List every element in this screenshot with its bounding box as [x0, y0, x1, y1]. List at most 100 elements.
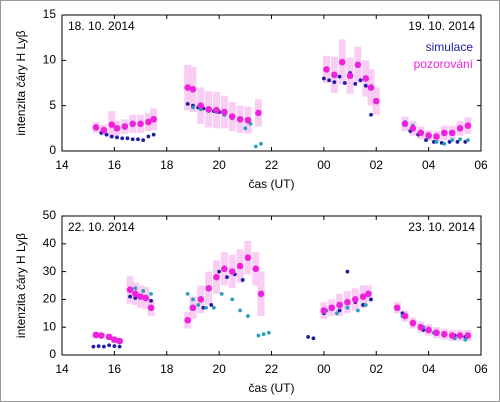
simulation-point	[259, 141, 263, 146]
simulation-point	[219, 291, 224, 296]
simulation-point	[211, 305, 216, 310]
simulation-point	[337, 308, 342, 313]
simulation-point	[321, 76, 326, 81]
observation-point	[425, 132, 432, 139]
simulation-point	[133, 286, 138, 291]
simulation-point	[332, 80, 337, 84]
observation-point	[448, 332, 456, 339]
observation-point	[108, 121, 116, 129]
observation-point	[111, 336, 118, 344]
simulation-point	[424, 138, 428, 143]
simulation-point	[149, 291, 153, 296]
observation-point	[359, 293, 367, 300]
observation-point	[184, 316, 191, 324]
simulation-point	[353, 82, 358, 86]
observation-point	[320, 307, 328, 314]
simulation-point	[345, 305, 350, 310]
observation-point	[244, 116, 252, 124]
simulation-point	[225, 275, 229, 280]
observation-point	[367, 84, 375, 91]
simulation-point	[107, 343, 112, 348]
observation-point	[456, 125, 464, 132]
simulation-point	[458, 137, 462, 142]
simulation-point	[342, 81, 347, 85]
observation-point	[197, 102, 205, 109]
observation-point	[433, 329, 440, 337]
observation-point	[252, 265, 260, 273]
annotation: 18. 10. 2014	[68, 19, 135, 33]
x-axis-label: čas (UT)	[249, 177, 295, 191]
observation-point	[132, 290, 139, 298]
simulation-point	[109, 134, 114, 139]
annotation: 23. 10. 2014	[408, 220, 475, 234]
simulation-point	[311, 336, 316, 341]
observation-point	[323, 66, 330, 73]
observation-point	[409, 125, 417, 132]
simulation-point	[431, 140, 436, 144]
observation-point	[362, 75, 370, 82]
observation-point	[401, 312, 409, 320]
x-axis-label: čas (UT)	[249, 381, 295, 395]
simulation-point	[463, 337, 468, 342]
simulation-point	[102, 344, 106, 349]
y-tick-label: 0	[49, 347, 56, 361]
observation-point	[244, 254, 252, 261]
simulation-point	[125, 136, 130, 141]
simulation-point	[450, 138, 455, 143]
observation-point	[344, 298, 351, 306]
legend-entry: pozorování	[414, 57, 474, 71]
x-tick-label: 22	[265, 362, 279, 376]
observation-point	[100, 126, 108, 134]
observation-point	[105, 333, 113, 341]
observation-point	[129, 120, 137, 128]
x-tick-label: 16	[108, 158, 122, 172]
simulation-point	[136, 137, 140, 142]
simulation-point	[455, 140, 460, 144]
observation-point	[197, 296, 205, 303]
observation-point	[189, 86, 197, 93]
legend-entry: simulace	[426, 40, 474, 54]
simulation-point	[361, 303, 366, 307]
simulation-point	[146, 134, 151, 139]
simulation-point	[130, 137, 135, 142]
observation-point	[331, 71, 338, 79]
y-tick-label: 10	[43, 53, 57, 67]
observation-point	[255, 109, 262, 117]
observation-point	[257, 290, 265, 298]
simulation-point	[91, 344, 96, 349]
observation-point	[126, 286, 134, 293]
observation-point	[354, 61, 362, 69]
simulation-point	[209, 303, 214, 307]
observation-point	[221, 265, 228, 273]
simulation-point	[240, 278, 245, 282]
observation-point	[441, 330, 448, 338]
observation-point	[464, 332, 472, 339]
simulation-point	[141, 289, 146, 293]
observation-point	[409, 319, 417, 327]
simulation-point	[133, 296, 138, 300]
x-tick-label: 04	[422, 158, 436, 172]
simulation-point	[204, 305, 208, 310]
observation-point	[338, 58, 346, 66]
simulation-point	[327, 78, 332, 83]
x-tick-label: 02	[370, 362, 384, 376]
x-tick-label: 06	[474, 362, 488, 376]
observation-point	[236, 115, 244, 123]
y-tick-label: 50	[43, 208, 57, 222]
simulation-point	[201, 305, 206, 310]
simulation-point	[141, 138, 146, 143]
observation-point	[433, 133, 440, 140]
x-tick-label: 06	[474, 158, 488, 172]
simulation-point	[149, 298, 153, 303]
observation-point	[205, 105, 212, 113]
simulation-point	[369, 297, 373, 302]
x-tick-label: 20	[212, 362, 226, 376]
simulation-point	[363, 83, 368, 88]
simulation-point	[466, 138, 470, 143]
observation-point	[372, 97, 380, 105]
observation-point	[417, 129, 425, 137]
simulation-point	[442, 141, 447, 146]
annotation: 22. 10. 2014	[68, 220, 135, 234]
x-tick-label: 00	[317, 362, 331, 376]
observation-point	[236, 262, 244, 270]
